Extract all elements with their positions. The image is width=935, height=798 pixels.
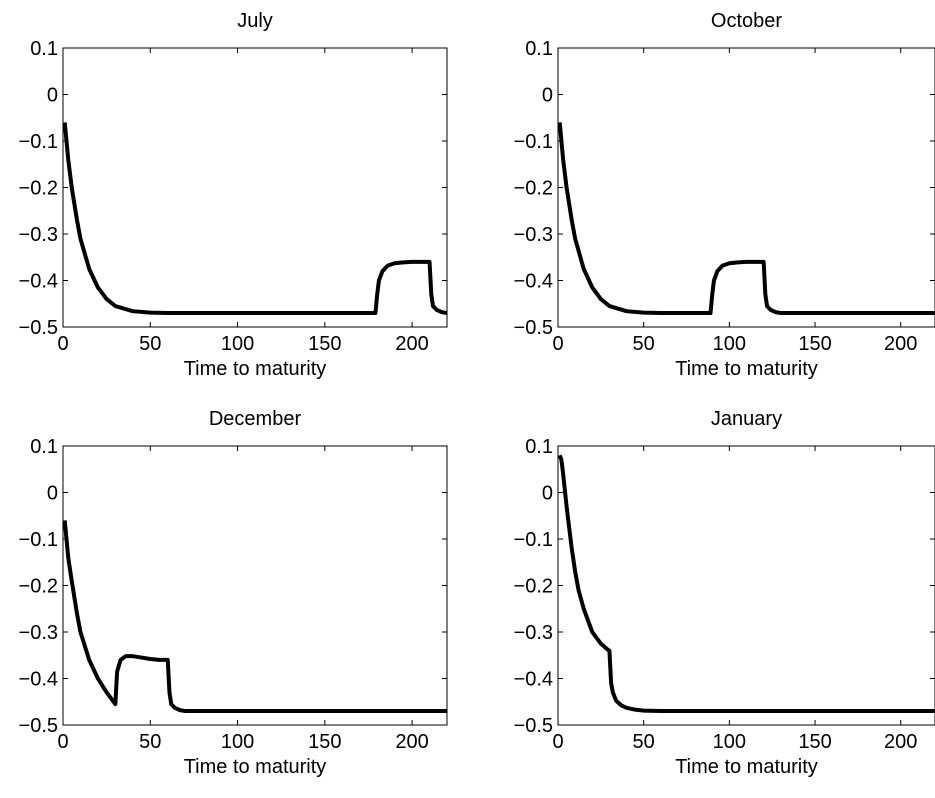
y-tick-label: −0.5 <box>514 715 553 737</box>
x-tick-label: 50 <box>139 333 161 355</box>
y-axis: 0.1 0 −0.1 −0.2 −0.3 −0.4 −0.5 <box>514 38 935 339</box>
y-tick-label: −0.4 <box>19 271 58 293</box>
y-tick-label: 0 <box>47 85 58 107</box>
chart-title: January <box>711 408 782 430</box>
plot-area <box>557 445 935 726</box>
chart-title: December <box>209 408 302 430</box>
x-tick-label: 0 <box>552 731 563 753</box>
y-tick-label: −0.5 <box>19 715 58 737</box>
y-tick-label: 0.1 <box>525 436 553 458</box>
y-axis: 0.1 0 −0.1 −0.2 −0.3 −0.4 −0.5 <box>19 436 447 737</box>
y-tick-label: 0 <box>542 85 553 107</box>
x-axis-label: Time to maturity <box>675 358 818 380</box>
x-axis: 0 50 100 150 200 <box>57 48 429 355</box>
y-tick-label: −0.4 <box>19 669 58 691</box>
x-tick-label: 50 <box>633 333 655 355</box>
x-tick-label: 150 <box>308 731 341 753</box>
x-axis-label: Time to maturity <box>184 358 327 380</box>
x-tick-label: 100 <box>221 731 254 753</box>
x-tick-label: 100 <box>713 333 746 355</box>
x-tick-label: 100 <box>221 333 254 355</box>
x-tick-label: 0 <box>57 731 68 753</box>
x-tick-label: 200 <box>884 731 917 753</box>
x-axis-label: Time to maturity <box>675 756 818 778</box>
y-tick-label: −0.4 <box>514 271 553 293</box>
panel-october: October 0 50 100 150 200 0.1 0 −0.1 −0.2 −0.3 −0.… <box>514 10 935 380</box>
x-tick-label: 0 <box>552 333 563 355</box>
y-tick-label: −0.1 <box>514 131 553 153</box>
y-tick-label: −0.3 <box>514 224 553 246</box>
x-tick-label: 150 <box>798 333 831 355</box>
x-tick-label: 200 <box>395 333 428 355</box>
y-tick-label: 0.1 <box>525 38 553 60</box>
x-tick-label: 200 <box>395 731 428 753</box>
x-axis: 0 50 100 150 200 <box>552 48 917 355</box>
x-tick-label: 0 <box>57 333 68 355</box>
panel-december: December 0 50 100 150 200 0.1 0 −0.1 −0.2 −0.3 −0… <box>19 408 448 778</box>
panel-july: July 0 50 100 150 200 0.1 0 −0.1 −0.2 −0.3 −0.4 −0… <box>19 10 448 380</box>
y-tick-label: −0.2 <box>19 178 58 200</box>
y-tick-label: 0 <box>47 483 58 505</box>
y-axis: 0.1 0 −0.1 −0.2 −0.3 −0.4 −0.5 <box>19 38 447 339</box>
series-line <box>557 454 935 714</box>
x-axis-label: Time to maturity <box>184 756 327 778</box>
x-axis: 0 50 100 150 200 <box>552 446 917 753</box>
chart-title: July <box>237 10 273 32</box>
panel-january: January 0 50 100 150 200 0.1 0 −0.1 −0.2 −0.3 −0.… <box>514 408 935 778</box>
x-tick-label: 200 <box>884 333 917 355</box>
series-line <box>62 122 448 316</box>
x-tick-label: 100 <box>713 731 746 753</box>
plot-area <box>62 445 448 726</box>
y-tick-label: 0.1 <box>30 436 58 458</box>
y-tick-label: −0.5 <box>19 317 58 339</box>
y-tick-label: −0.5 <box>514 317 553 339</box>
y-tick-label: −0.1 <box>19 131 58 153</box>
y-tick-label: −0.2 <box>19 576 58 598</box>
series-line <box>62 520 447 714</box>
chart-title: October <box>711 10 782 32</box>
x-tick-label: 50 <box>633 731 655 753</box>
y-tick-label: −0.1 <box>514 529 553 551</box>
y-tick-label: −0.4 <box>514 669 553 691</box>
x-axis: 0 50 100 150 200 <box>57 446 429 753</box>
y-tick-label: 0.1 <box>30 38 58 60</box>
plot-area <box>62 47 448 328</box>
x-tick-label: 150 <box>308 333 341 355</box>
y-tick-label: −0.3 <box>19 622 58 644</box>
plot-area <box>557 47 935 328</box>
y-tick-label: −0.2 <box>514 576 553 598</box>
x-tick-label: 50 <box>139 731 161 753</box>
y-tick-label: −0.1 <box>19 529 58 551</box>
y-axis: 0.1 0 −0.1 −0.2 −0.3 −0.4 −0.5 <box>514 436 935 737</box>
y-tick-label: 0 <box>542 483 553 505</box>
y-tick-label: −0.3 <box>19 224 58 246</box>
y-tick-label: −0.2 <box>514 178 553 200</box>
x-tick-label: 150 <box>798 731 831 753</box>
series-line <box>557 122 935 316</box>
y-tick-label: −0.3 <box>514 622 553 644</box>
